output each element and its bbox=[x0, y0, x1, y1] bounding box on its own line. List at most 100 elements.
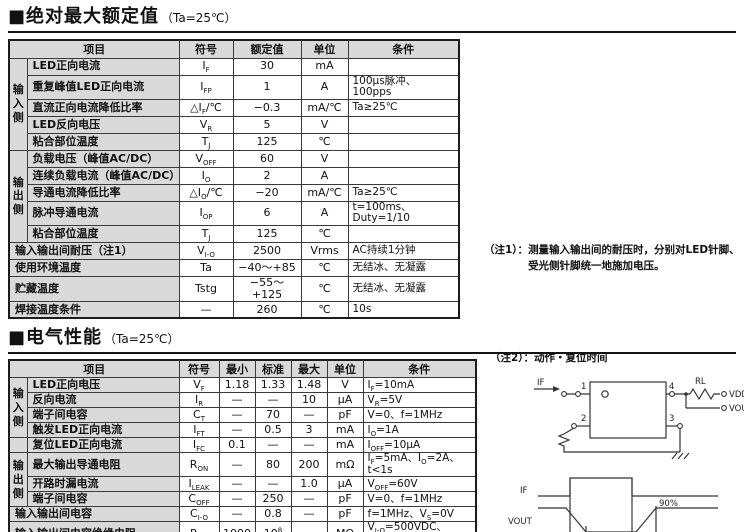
min-value: 0.1 bbox=[218, 437, 256, 454]
symbol-cell: — bbox=[178, 300, 234, 319]
item-label: 粘合部位温度 bbox=[26, 224, 180, 243]
typ-value: 80 bbox=[254, 452, 292, 478]
item-label: 重复峰值LED正向电流 bbox=[26, 74, 180, 100]
rating-value: 125 bbox=[232, 132, 302, 151]
electrical-characteristics-table: 项目 符号 最小 标准 最大 单位 条件 输入侧 LED正向电压 VF 1.18… bbox=[8, 359, 477, 532]
row-group-output-side: 输出侧 bbox=[8, 149, 28, 243]
min-value: — bbox=[218, 422, 256, 439]
unit-cell: mΩ bbox=[326, 452, 364, 478]
terminal-icon bbox=[677, 422, 683, 429]
condition-cell: VR=5V bbox=[362, 392, 477, 409]
vout-label: VOUT bbox=[729, 404, 744, 414]
condition-cell: IOFF=10μA bbox=[362, 437, 477, 454]
item-label: 脉冲导通电流 bbox=[26, 200, 180, 226]
symbol-cell: IOP bbox=[178, 200, 234, 226]
bias-resistor-icon bbox=[557, 427, 680, 453]
unit-cell: ℃ bbox=[300, 300, 349, 319]
col-header-item: 项目 bbox=[8, 359, 180, 379]
item-label: 端子间电容 bbox=[26, 491, 180, 508]
col-header-min: 最小 bbox=[218, 359, 256, 379]
table-row: 焊接温度条件 — 260 ℃ 10s bbox=[8, 300, 460, 319]
col-header-condition: 条件 bbox=[347, 39, 460, 59]
item-label: LED正向电压 bbox=[26, 377, 180, 394]
symbol-cell: Ta bbox=[178, 258, 234, 277]
item-label: 导通电流降低比率 bbox=[26, 183, 180, 202]
max-value: — bbox=[290, 437, 328, 454]
table-row: 脉冲导通电流 IOP 6 A t=100ms、Duty=1/10 bbox=[9, 200, 460, 226]
table-row: 直流正向电流降低比率 △IF/℃ −0.3 mA/℃ Ta≥25℃ bbox=[9, 98, 460, 117]
vout-waveform-label: VOUT bbox=[508, 517, 533, 527]
unit-cell: ℃ bbox=[300, 275, 349, 302]
condition-cell: f=1MHz、VS=0V bbox=[362, 506, 477, 523]
section2-title-bar: ■电气性能 （Ta=25℃） bbox=[8, 327, 736, 355]
table-row: 输出侧 负载电压（峰值AC/DC） VOFF 60 V bbox=[8, 149, 460, 243]
min-value: — bbox=[218, 506, 256, 523]
table-row: 粘合部位温度 TJ 125 ℃ bbox=[9, 132, 460, 151]
table-row: 输入输出间耐压（注1） VI-O 2500 Vrms AC持续1分钟 bbox=[8, 241, 460, 260]
symbol-cell: Tstg bbox=[178, 275, 234, 302]
unit-cell: mA/℃ bbox=[300, 183, 349, 202]
max-value: 3 bbox=[290, 422, 328, 439]
item-label: 粘合部位温度 bbox=[26, 132, 180, 151]
rating-value: −0.3 bbox=[232, 98, 302, 117]
symbol-cell: VF bbox=[178, 377, 220, 394]
unit-cell: mA bbox=[300, 57, 349, 76]
symbol-cell: RI-O bbox=[178, 521, 220, 532]
symbol-cell: CI-O bbox=[178, 506, 220, 523]
unit-cell: V bbox=[326, 377, 364, 394]
timing-waveform-diagram: IF VOUT tON tOFF 10% 90% bbox=[508, 477, 718, 532]
unit-cell: pF bbox=[326, 407, 364, 424]
table-row: LED反向电压 VR 5 V bbox=[9, 115, 460, 134]
max-value: 1.0 bbox=[290, 476, 328, 493]
condition-cell: Ta≥25℃ bbox=[347, 183, 460, 202]
item-label: LED正向电流 bbox=[26, 57, 180, 76]
terminal-icon bbox=[561, 390, 567, 397]
rl-label: RL bbox=[695, 377, 706, 387]
rating-value: 260 bbox=[232, 300, 302, 319]
if-current-label: IF bbox=[537, 378, 545, 388]
rating-value: 30 bbox=[232, 57, 302, 76]
note-1-line2: 受光侧针脚统一地施加电压。 bbox=[528, 259, 665, 272]
item-label: 输入输出间电容绝缘电阻 bbox=[8, 521, 180, 532]
max-value: — bbox=[290, 521, 328, 532]
condition-cell: V=0、f=1MHz bbox=[362, 407, 477, 424]
load-resistor-icon bbox=[689, 387, 720, 400]
unit-cell: V bbox=[300, 149, 349, 168]
min-value: — bbox=[218, 407, 256, 424]
table-row: 触发LED正向电流 IFT — 0.5 3 mA IO=1A bbox=[9, 422, 477, 439]
terminal-icon bbox=[721, 390, 727, 397]
rating-value: 6 bbox=[232, 200, 302, 226]
unit-cell: ℃ bbox=[300, 224, 349, 243]
col-header-unit: 单位 bbox=[326, 359, 364, 379]
typ-value: — bbox=[254, 476, 292, 493]
condition-cell bbox=[347, 57, 460, 76]
item-label: 使用环境温度 bbox=[8, 258, 180, 277]
section1-title: ■绝对最大额定值 bbox=[8, 6, 160, 27]
row-group-blank bbox=[8, 437, 28, 454]
item-label: 开路时漏电流 bbox=[26, 476, 180, 493]
condition-cell: VI-O=500VDC、ROH≤60% bbox=[362, 521, 477, 532]
symbol-cell: △IO/℃ bbox=[178, 183, 234, 202]
note-1-text: 测量输入输出间的耐压时，分别对LED针脚、 受光侧针脚统一地施加电压。 bbox=[528, 243, 740, 275]
pin1-indicator-dot-icon bbox=[601, 389, 609, 398]
item-label: 复位LED正向电流 bbox=[26, 437, 180, 454]
table-row: 复位LED正向电流 IFC 0.1 — — mA IOFF=10μA bbox=[8, 437, 477, 454]
unit-cell: μA bbox=[326, 476, 364, 493]
condition-cell bbox=[347, 149, 460, 168]
ic-body bbox=[589, 381, 667, 439]
note-1: （注1）： 测量输入输出间的耐压时，分别对LED针脚、 受光侧针脚统一地施加电压… bbox=[484, 243, 740, 275]
terminal-icon bbox=[721, 404, 727, 411]
rating-value: −40～+85 bbox=[232, 258, 302, 277]
col-header-item: 项目 bbox=[8, 39, 180, 59]
if-waveform bbox=[538, 477, 718, 497]
if-waveform-label: IF bbox=[520, 486, 528, 496]
item-label: 直流正向电流降低比率 bbox=[26, 98, 180, 117]
col-header-max: 最大 bbox=[290, 359, 328, 379]
section1-title-bar: ■绝对最大额定值 （Ta=25℃） bbox=[8, 6, 736, 33]
note-2-block: （注2）： 动作・复位时间 IF 1 4 RL VDD bbox=[490, 352, 744, 532]
min-value: — bbox=[218, 392, 256, 409]
table2-header-row: 项目 符号 最小 标准 最大 单位 条件 bbox=[8, 359, 477, 379]
condition-cell bbox=[347, 115, 460, 134]
col-header-rating: 额定值 bbox=[232, 39, 302, 59]
typ-value: 250 bbox=[254, 491, 292, 508]
